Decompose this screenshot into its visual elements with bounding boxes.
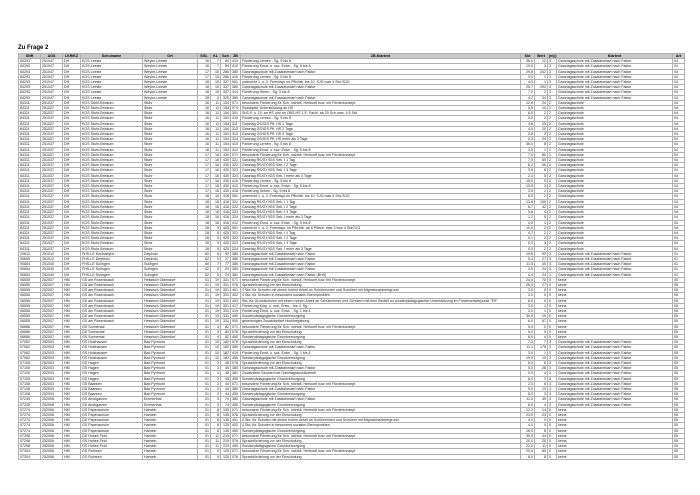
table-row: 84311 251037 DH KGS Stuhr-Brinkum Stuhr 16 11 1…	[18, 146, 685, 153]
table-cell: Std. für Grundschulen mit einem hohen An…	[240, 297, 521, 304]
table-row: 07108 252003 HM GS Baarsen Bad Pyrmont 01 3 44 3…	[18, 385, 685, 393]
table-row: 07274 252006 HM GS Papenschule Hameln 01 8 135 4…	[18, 417, 685, 424]
table-cell: HM	[62, 453, 81, 460]
table-row: 84311 251037 DH KGS Stuhr-Brinkum Stuhr 28 5 42…	[18, 229, 685, 237]
column-header: Art	[672, 52, 685, 60]
header-row: SNR AGS LKR/KZ Schulname Ort SGL KL Sch ZB ZB-Kla…	[18, 52, 685, 60]
table-row: 90605 251012 DH FHS-LE Diepholz Diepholz 62 5 2…	[18, 255, 685, 263]
table-row: 84311 251037 DH KGS Stuhr-Brinkum Stuhr 17 16 4…	[18, 157, 685, 164]
table-row: 07105 252003 HM GS Hagen Bad Pyrmont 01 3 45 450…	[18, 375, 685, 382]
table-row: 07105 252003 HM GS Hagen Bad Pyrmont 01 3 45 381…	[18, 370, 685, 377]
table-cell: 125	[220, 453, 231, 460]
table-row: 06555 252007 HM GS am Rosenbusch Hessisch Ol…	[18, 302, 685, 309]
column-header: LKR/KZ	[62, 52, 81, 60]
table-row: 07304 252006 HM GS Rohrsen Hameln 01 9 125 076 Sp…	[18, 453, 685, 460]
table-row: 06555 252007 HM GS am Rosenbusch Hessisch Ol…	[18, 287, 685, 294]
table-row: 06555 252007 HM GS am Rosenbusch Hessisch Ol…	[18, 297, 685, 304]
table-row: 07108 252003 HM GS Baarsen Bad Pyrmont 01 3 44 0…	[18, 380, 685, 388]
table-cell: 252006	[40, 453, 63, 460]
table-row: 84293 251047 DH KGS Leeste Weyhe-Leeste 17 15 2…	[18, 68, 685, 75]
table-cell: 01	[197, 453, 211, 460]
table-cell: Sprachförderung vor der Einschulung	[240, 453, 521, 460]
table-cell: 05	[672, 453, 685, 460]
table-row: 84311 251037 DH KGS Stuhr-Brinkum Stuhr 18 16 4…	[18, 214, 685, 221]
column-header: (m)(1)	[547, 52, 557, 60]
data-table: SNR AGS LKR/KZ Schulname Ort SGL KL Sch ZB ZB-Kla…	[18, 52, 685, 460]
table-row: 84311 251037 DH KGS Stuhr-Brinkum Stuhr 18 16 4…	[18, 203, 685, 211]
table-cell: 8	[534, 453, 548, 460]
table-cell: GS Rohrsen	[80, 453, 143, 460]
table-row: 06686 252007 HM GS Sonnental Hessisch Oldend…	[18, 323, 685, 330]
table-cell: 076	[230, 453, 241, 460]
table-cell: keine	[556, 453, 673, 460]
table-cell: Hameln	[142, 453, 198, 460]
table-cell: 0	[547, 453, 557, 460]
table-row: 84311 251037 DH KGS Stuhr-Brinkum Stuhr 28 5 42…	[18, 235, 685, 242]
sheet-title: Zu Frage 2	[18, 45, 49, 51]
table-cell: 8,0	[520, 453, 535, 460]
table-cell: 9	[210, 453, 221, 460]
table-row: 84293 251047 DH KGS Leeste Weyhe-Leeste 18 15 3…	[18, 84, 685, 91]
table-row: 84293 251047 DH KGS Leeste Weyhe-Leeste 18 15 3…	[18, 89, 685, 96]
table-row: 20612 251012 DH FHS-LE Kirchweyhe Diepholz 60…	[18, 250, 685, 257]
table-cell: 07304	[18, 453, 41, 460]
table-row: 07062 252003 HM GS Holzhausen Bad Pyrmont 01 1…	[18, 349, 685, 356]
table-row: 07062 252003 HM GS Holzhausen Bad Pyrmont 01 1…	[18, 354, 685, 362]
table-row: 84293 251047 DH KGS Leeste Weyhe-Leeste 17 15 2…	[18, 73, 685, 81]
table-row: 06555 252007 HM GS am Rosenbusch Hessisch Ol…	[18, 313, 685, 320]
table-row: 84311 251037 DH KGS Stuhr-Brinkum Stuhr 18 16 4…	[18, 198, 685, 205]
